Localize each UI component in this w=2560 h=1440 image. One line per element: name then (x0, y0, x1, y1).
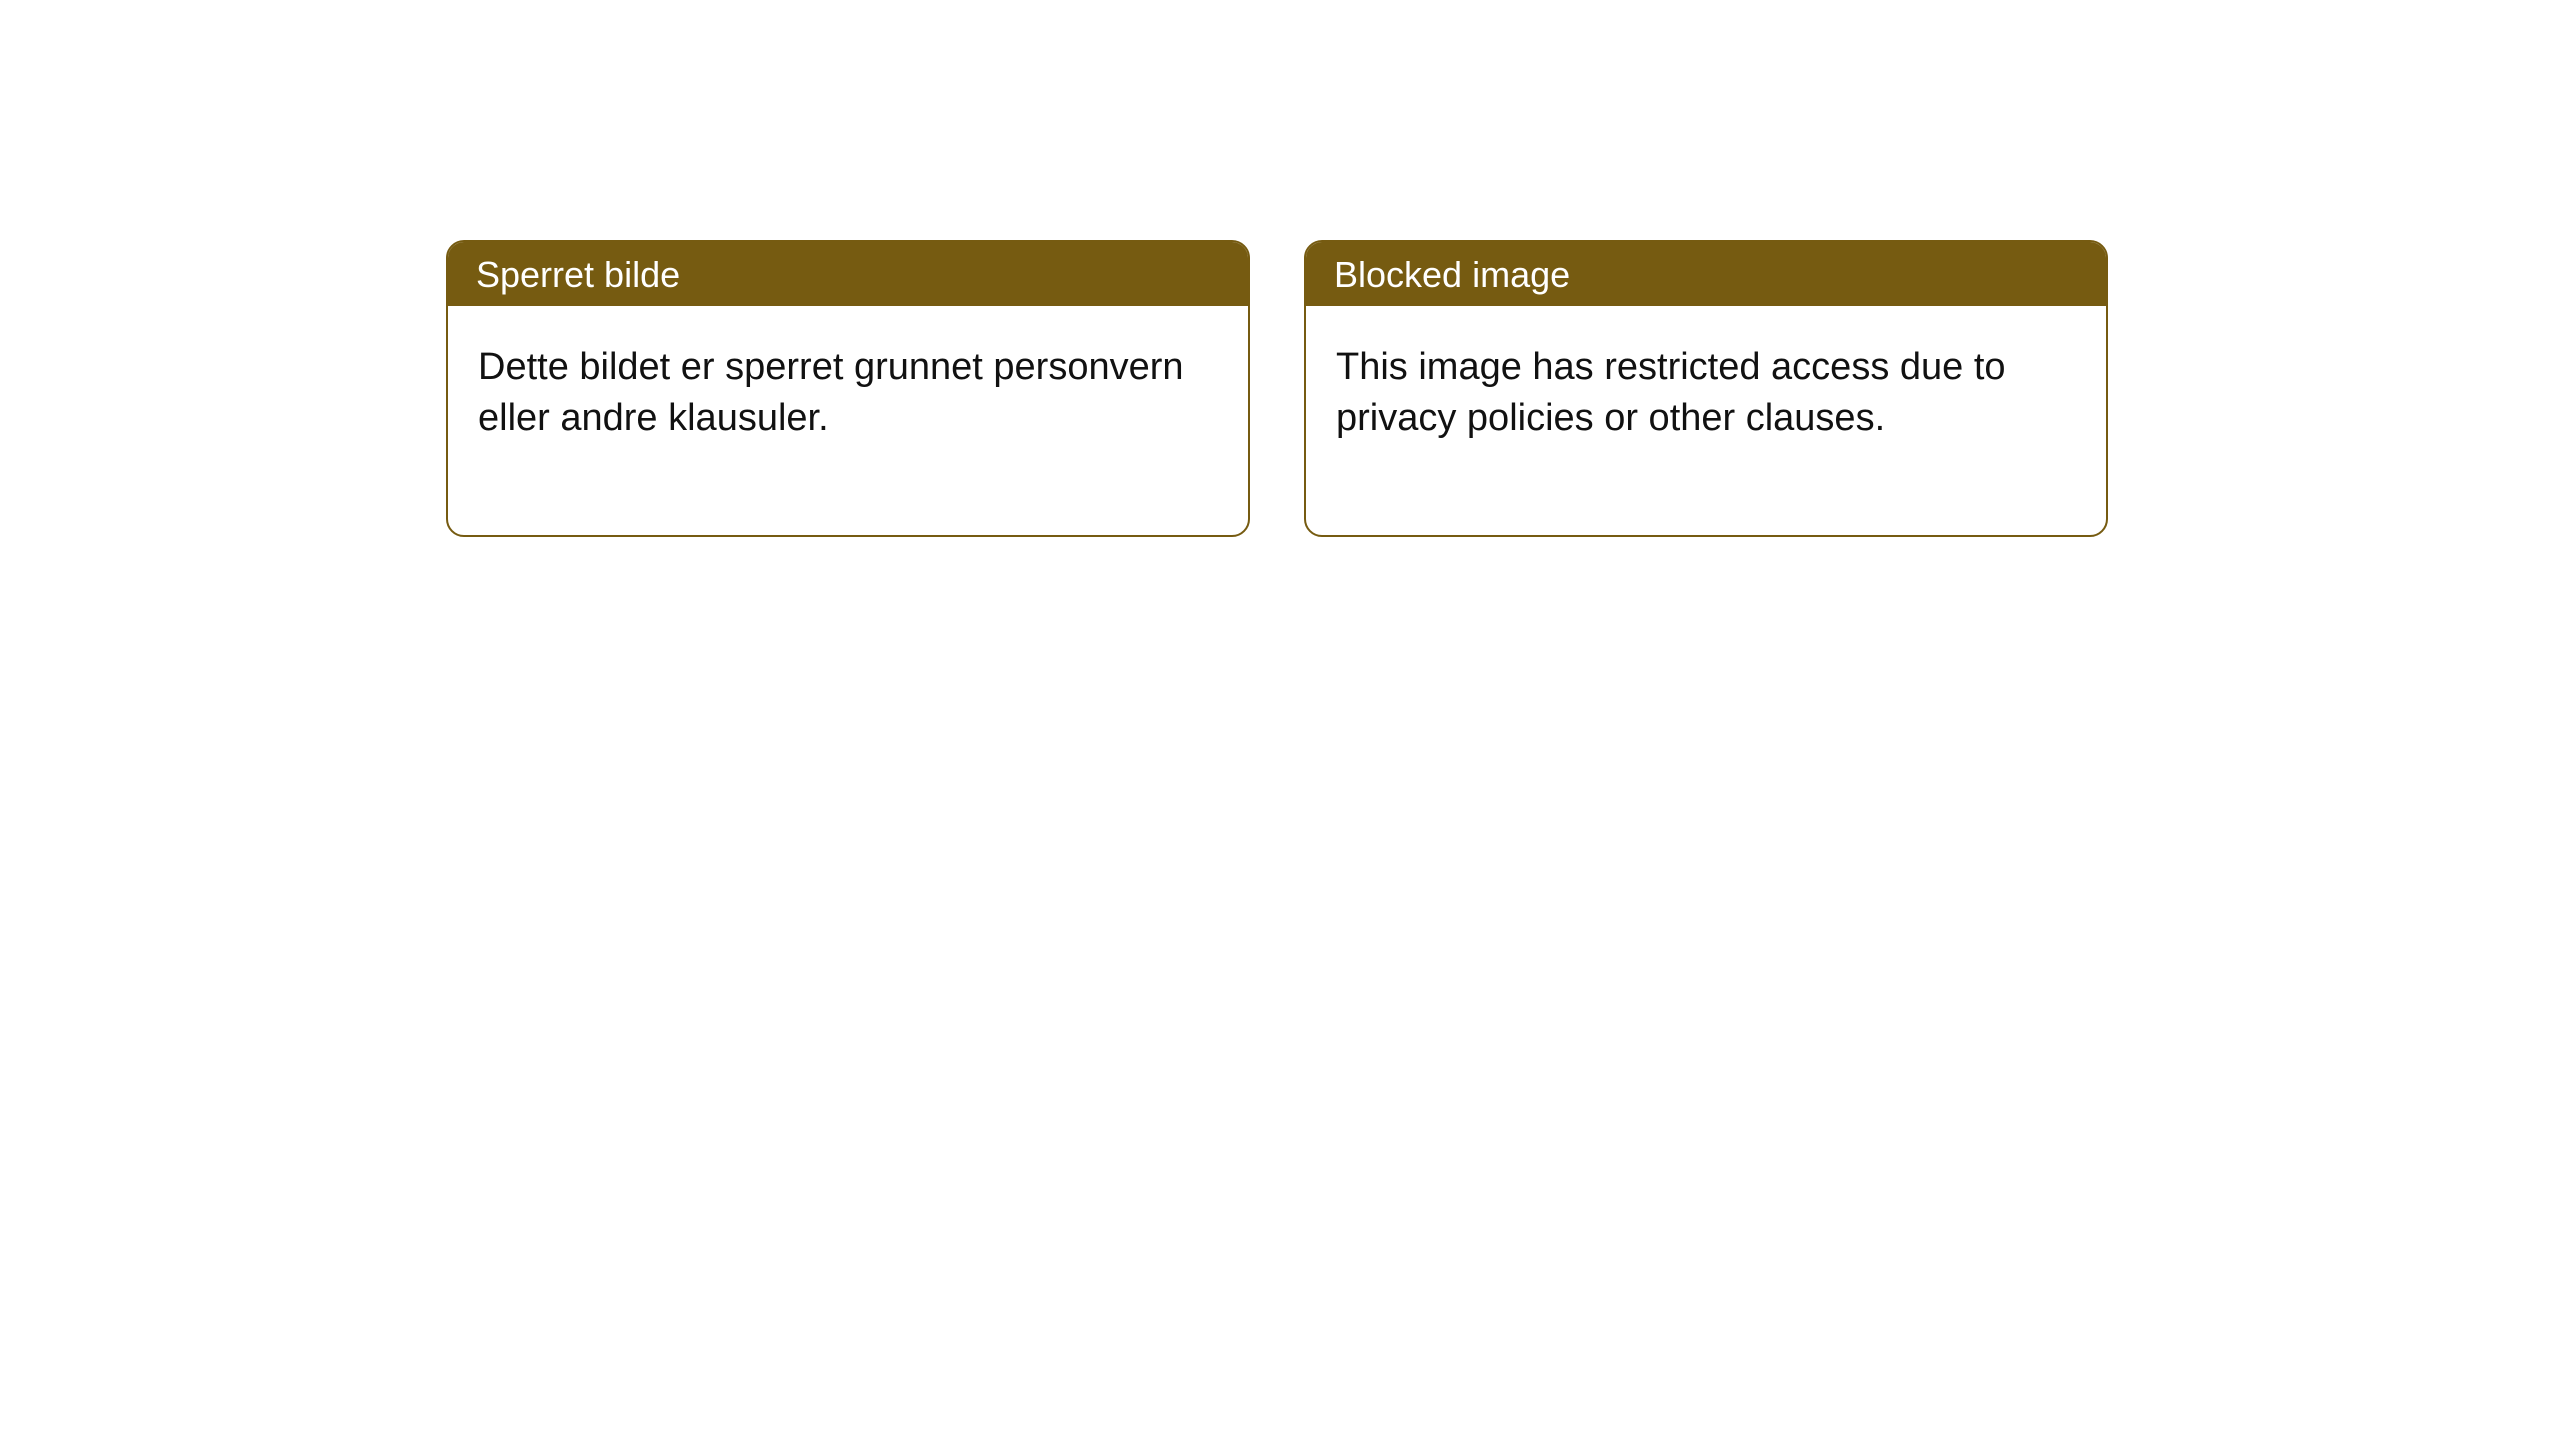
card-body-norwegian: Dette bildet er sperret grunnet personve… (448, 306, 1248, 535)
blocked-image-card-norwegian: Sperret bilde Dette bildet er sperret gr… (446, 240, 1250, 537)
notice-container: Sperret bilde Dette bildet er sperret gr… (0, 0, 2560, 537)
card-title-norwegian: Sperret bilde (448, 242, 1248, 306)
blocked-image-card-english: Blocked image This image has restricted … (1304, 240, 2108, 537)
card-title-english: Blocked image (1306, 242, 2106, 306)
card-body-english: This image has restricted access due to … (1306, 306, 2106, 535)
